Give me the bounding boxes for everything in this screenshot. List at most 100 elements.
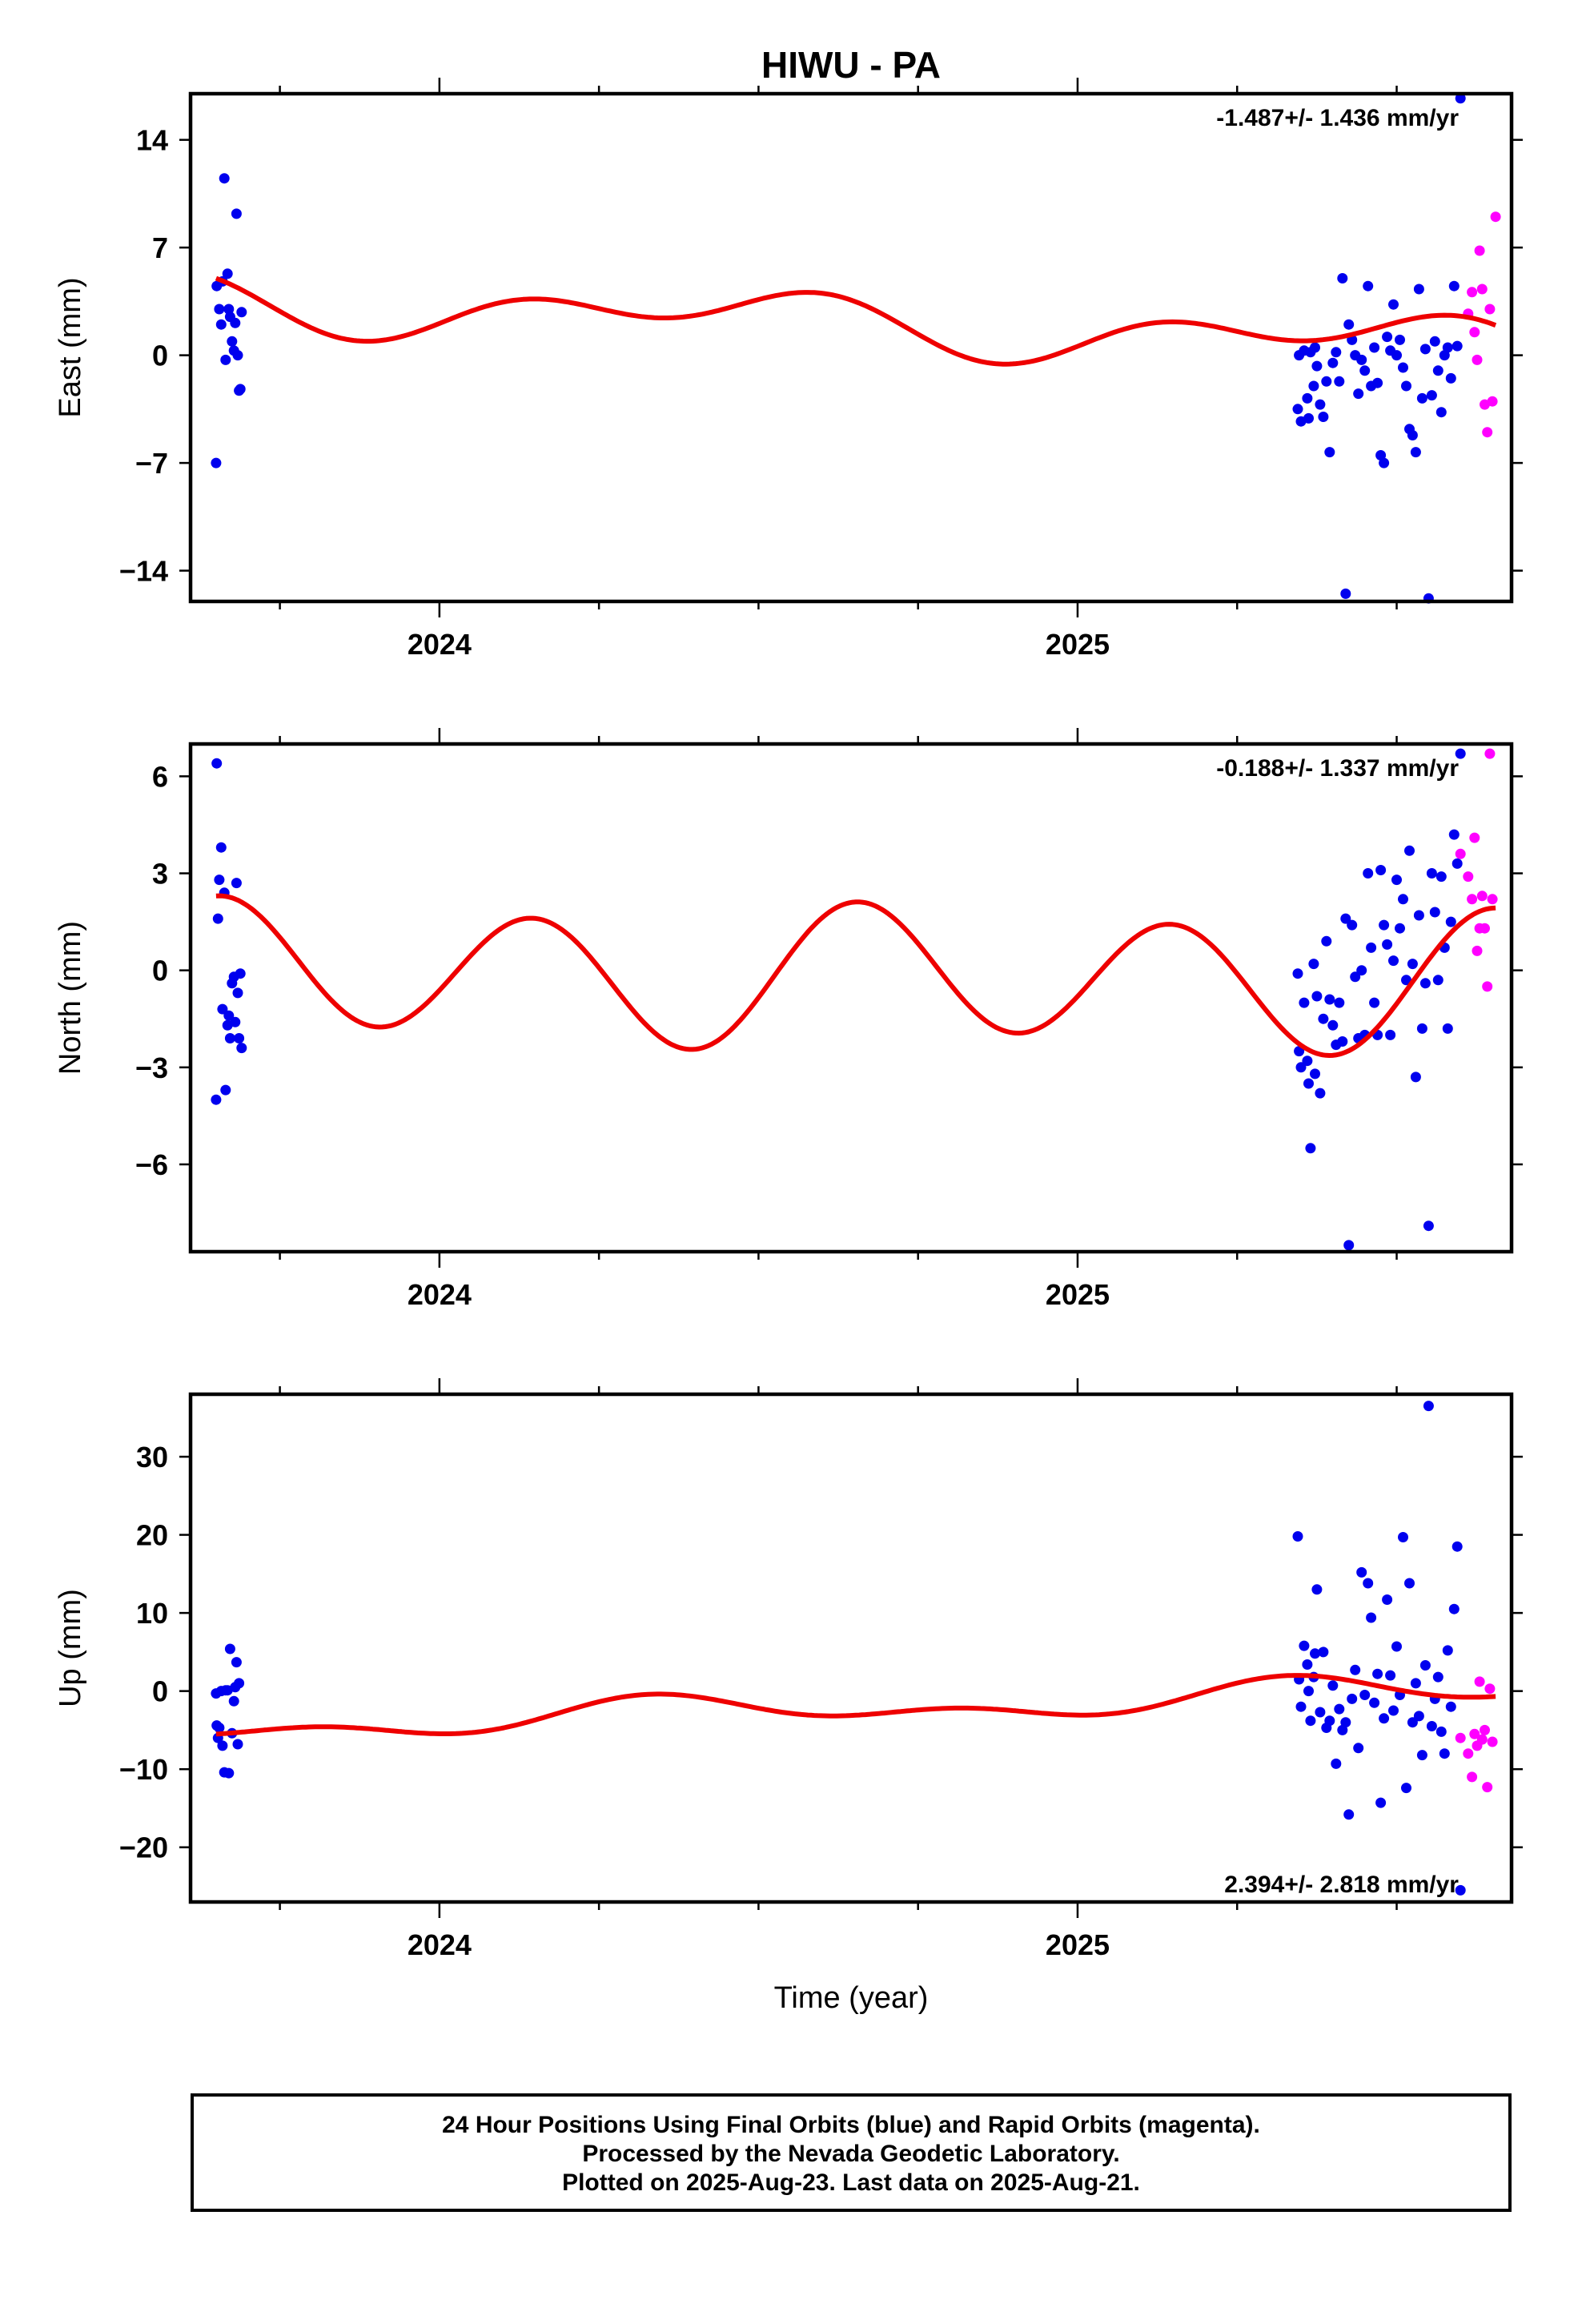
east-rapid-orbit-point [1490, 211, 1501, 223]
up-final-orbit-point [1324, 1715, 1335, 1727]
north-final-orbit-point [212, 913, 223, 924]
east-final-orbit-point [1410, 447, 1421, 458]
up-final-orbit-point [1382, 1594, 1393, 1605]
north-final-orbit-point [215, 842, 227, 853]
up-final-orbit-point [1419, 1660, 1431, 1671]
east-fit-line [215, 275, 1497, 367]
north-final-orbit-point [1324, 994, 1335, 1005]
up-final-orbit-point [1439, 1748, 1450, 1759]
up-y-tick-label: −10 [119, 1753, 168, 1786]
up-final-orbit-point [1334, 1703, 1345, 1715]
north-final-orbit-point [1311, 991, 1323, 1002]
east-final-orbit-point [211, 457, 222, 468]
up-final-orbit-point [1340, 1717, 1351, 1728]
east-final-orbit-point [1419, 344, 1431, 355]
north-final-orbit-point [1410, 1072, 1421, 1083]
east-final-orbit-point [1327, 357, 1339, 368]
north-final-orbit-point [1455, 748, 1466, 759]
up-final-orbit-point [214, 1723, 225, 1733]
north-final-orbit-point [1426, 868, 1437, 879]
north-final-orbit-point [1366, 942, 1377, 953]
up-final-orbit-point [1353, 1743, 1364, 1754]
north-final-orbit-point [1334, 997, 1345, 1008]
east-final-orbit-point [1353, 388, 1364, 400]
east-final-orbit-point [215, 319, 227, 330]
east-rapid-orbit-point [1476, 283, 1488, 295]
north-y-tick-label: 0 [152, 955, 168, 987]
up-x-tick-label: 2025 [1046, 1928, 1110, 1961]
east-final-orbit-point [1388, 299, 1399, 310]
north-final-orbit-point [1375, 865, 1387, 875]
up-y-axis-label: Up (mm) [54, 1589, 87, 1707]
up-fit-line [215, 1673, 1496, 1737]
up-rapid-orbit-point [1463, 1748, 1474, 1759]
north-final-orbit-point [1435, 871, 1447, 883]
up-final-orbit-point [1455, 1884, 1466, 1896]
north-final-orbit-point [1305, 1143, 1316, 1154]
east-y-axis-label: East (mm) [54, 277, 87, 417]
north-y-tick-label: 6 [152, 760, 168, 793]
up-rapid-orbit-point [1474, 1676, 1485, 1687]
panel-north: 6 3 0 −3 −6 2024 2025 -0.188+/- 1.337 mm/yr No… [54, 728, 1523, 1311]
north-final-orbit-point [1379, 919, 1390, 931]
up-final-orbit-point [1379, 1713, 1390, 1724]
north-final-orbit-point [232, 987, 243, 999]
east-final-orbit-point [220, 354, 231, 365]
east-rate-label: -1.487+/- 1.436 mm/yr [1216, 105, 1459, 131]
up-x-tick-label: 2024 [408, 1928, 472, 1961]
east-final-orbit-point [1382, 332, 1393, 343]
north-final-orbit-point [1391, 875, 1402, 886]
north-final-orbit-point [1416, 1023, 1427, 1034]
north-rapid-orbit-point [1467, 894, 1478, 905]
north-rate-label: -0.188+/- 1.337 mm/yr [1216, 755, 1459, 782]
north-rapid-orbit-point [1455, 848, 1466, 859]
north-final-orbit-point [217, 1003, 228, 1015]
up-final-orbit-point [1401, 1783, 1411, 1794]
east-final-orbit-point [1343, 319, 1355, 330]
up-final-orbit-point [232, 1739, 243, 1750]
east-final-orbit-point [1398, 362, 1408, 373]
east-final-orbit-point [1303, 412, 1314, 424]
up-final-orbit-point [231, 1657, 242, 1668]
caption-line-3: Plotted on 2025-Aug-23. Last data on 202… [562, 2169, 1140, 2196]
north-final-orbit-point [1452, 858, 1463, 869]
east-final-orbit-point [231, 208, 242, 219]
east-final-orbit-point [230, 317, 241, 328]
north-final-orbit-point [1340, 913, 1351, 924]
east-final-orbit-point [1334, 376, 1345, 387]
up-final-orbit-point [1448, 1603, 1460, 1614]
east-final-orbit-point [1359, 365, 1371, 376]
up-final-orbit-point [1327, 1680, 1339, 1691]
north-rapid-orbit-point [1480, 923, 1490, 934]
east-final-orbit-point [1363, 280, 1374, 292]
north-final-orbit-point [1308, 959, 1319, 970]
north-rapid-orbit-point [1463, 871, 1474, 883]
north-fit-line [215, 893, 1496, 1058]
north-rapid-orbit-point [1476, 891, 1488, 902]
north-final-orbit-point [1398, 894, 1408, 905]
north-final-orbit-point [231, 878, 242, 889]
east-final-orbit-point [1407, 430, 1418, 440]
north-final-orbit-point [220, 1084, 231, 1096]
north-final-orbit-point [1299, 997, 1310, 1008]
east-rapid-orbit-point [1487, 396, 1498, 407]
up-final-orbit-point [1407, 1717, 1418, 1728]
east-x-tick-label: 2025 [1046, 628, 1110, 661]
up-final-orbit-point [1398, 1532, 1408, 1542]
north-final-orbit-point [1321, 935, 1332, 947]
up-final-orbit-point [1295, 1701, 1307, 1712]
chart-title: HIWU - PA [761, 44, 941, 86]
east-y-tick-label: −7 [135, 447, 168, 480]
east-final-orbit-point [235, 384, 246, 395]
up-final-orbit-point [1432, 1671, 1443, 1683]
north-final-orbit-point [1413, 910, 1424, 921]
up-final-orbit-point [1363, 1578, 1374, 1589]
north-final-orbit-point [1404, 845, 1415, 856]
caption-line-2: Processed by the Nevada Geodetic Laborat… [582, 2141, 1120, 2167]
up-rapid-orbit-point [1480, 1724, 1490, 1735]
east-rapid-orbit-point [1484, 304, 1496, 315]
up-final-orbit-point [1369, 1697, 1380, 1708]
north-final-orbit-point [1292, 968, 1303, 979]
east-final-orbit-point [1337, 273, 1348, 283]
